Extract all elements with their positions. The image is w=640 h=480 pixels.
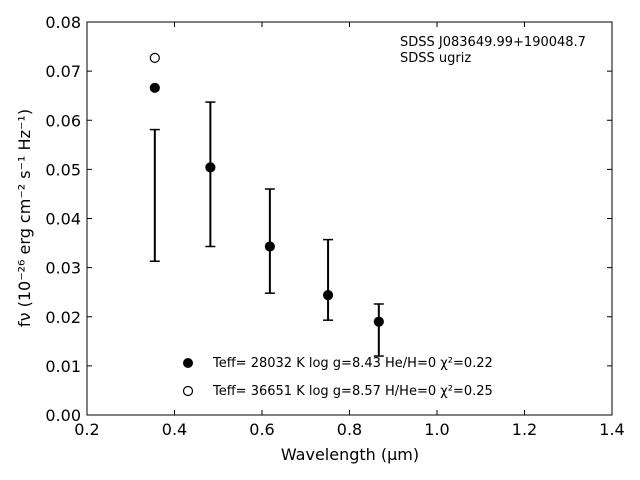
y-tick-label: 0.03 [45,259,81,278]
legend-marker-open [182,385,194,397]
axis-ticks: 0.2 0.4 0.6 0.8 1.0 1.2 1.4 0.00 0.01 0.02 0.03 0.0… [45,13,624,439]
y-tick-label: 0.06 [45,111,81,130]
model-point-filled [205,162,216,173]
error-bar [264,188,275,294]
data-points [149,52,384,327]
model-point-open [149,52,160,63]
legend: Teff= 28032 K log g=8.43 He/H=0 χ²=0.22 … [182,356,493,399]
x-tick-label: 0.6 [249,420,274,439]
y-tick-label: 0.02 [45,308,81,327]
x-tick-label: 1.0 [424,420,449,439]
model-point-filled [322,290,334,301]
y-tick-label: 0.00 [45,406,81,425]
x-tick-label: 1.2 [512,420,537,439]
y-axis-label: fν (10⁻²⁶ erg cm⁻² s⁻¹ Hz⁻¹) [15,109,34,327]
model-point-filled [149,82,160,93]
error-bar [373,303,384,357]
annotation-survey: SDSS ugriz [400,51,471,66]
error-bars [149,101,384,357]
error-bar [323,238,334,321]
model-point-filled [264,241,275,252]
x-axis-label: Wavelength (μm) [281,445,419,464]
legend-marker-filled [183,358,193,368]
error-bar [149,128,160,262]
annotation-object-name: SDSS J083649.99+190048.7 [400,35,586,50]
y-tick-label: 0.05 [45,160,81,179]
legend-entry-1: Teff= 28032 K log g=8.43 He/H=0 χ²=0.22 [212,356,493,371]
y-tick-label: 0.01 [45,357,81,376]
legend-entry-2: Teff= 36651 K log g=8.57 H/He=0 χ²=0.25 [212,384,493,399]
error-bar [205,101,216,248]
y-tick-label: 0.07 [45,62,81,81]
y-tick-label: 0.08 [45,13,81,32]
x-tick-label: 0.8 [337,420,362,439]
model-point-filled [373,316,384,327]
x-tick-label: 0.4 [162,420,187,439]
y-tick-label: 0.04 [45,210,81,229]
x-tick-label: 1.4 [599,420,624,439]
x-tick-label: 0.2 [74,420,99,439]
